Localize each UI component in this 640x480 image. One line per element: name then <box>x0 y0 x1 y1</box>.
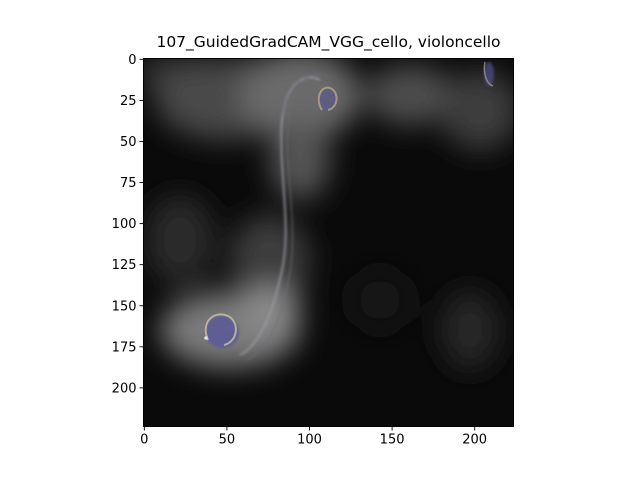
lower-scroll <box>204 313 239 348</box>
y-tick-label: 100 <box>112 217 137 232</box>
y-tick-label: 75 <box>120 176 137 191</box>
y-tick-label: 125 <box>112 258 137 273</box>
corner-scroll <box>483 61 494 87</box>
y-tick-label: 0 <box>128 53 136 68</box>
saliency-image <box>143 58 514 427</box>
plot-title: 107_GuidedGradCAM_VGG_cello, violoncello <box>156 33 501 51</box>
x-tick-label: 200 <box>462 433 487 448</box>
x-tick-label: 0 <box>140 433 148 448</box>
x-tick-label: 150 <box>380 433 405 448</box>
y-tick-label: 200 <box>112 381 137 396</box>
y-tick-label: 150 <box>112 299 137 314</box>
x-tick-label: 100 <box>297 433 322 448</box>
y-tick-label: 175 <box>112 340 137 355</box>
glow-regions <box>143 58 514 370</box>
cello-edges <box>239 73 331 361</box>
x-tick-label: 50 <box>219 433 236 448</box>
y-axis-ticks: 0 25 50 75 100 125 150 175 200 <box>112 53 144 396</box>
axes-frame <box>143 58 514 427</box>
x-axis-ticks: 0 50 100 150 200 <box>140 426 487 448</box>
y-tick-label: 50 <box>120 135 137 150</box>
upper-scroll <box>317 86 338 112</box>
y-tick-label: 25 <box>120 94 137 109</box>
